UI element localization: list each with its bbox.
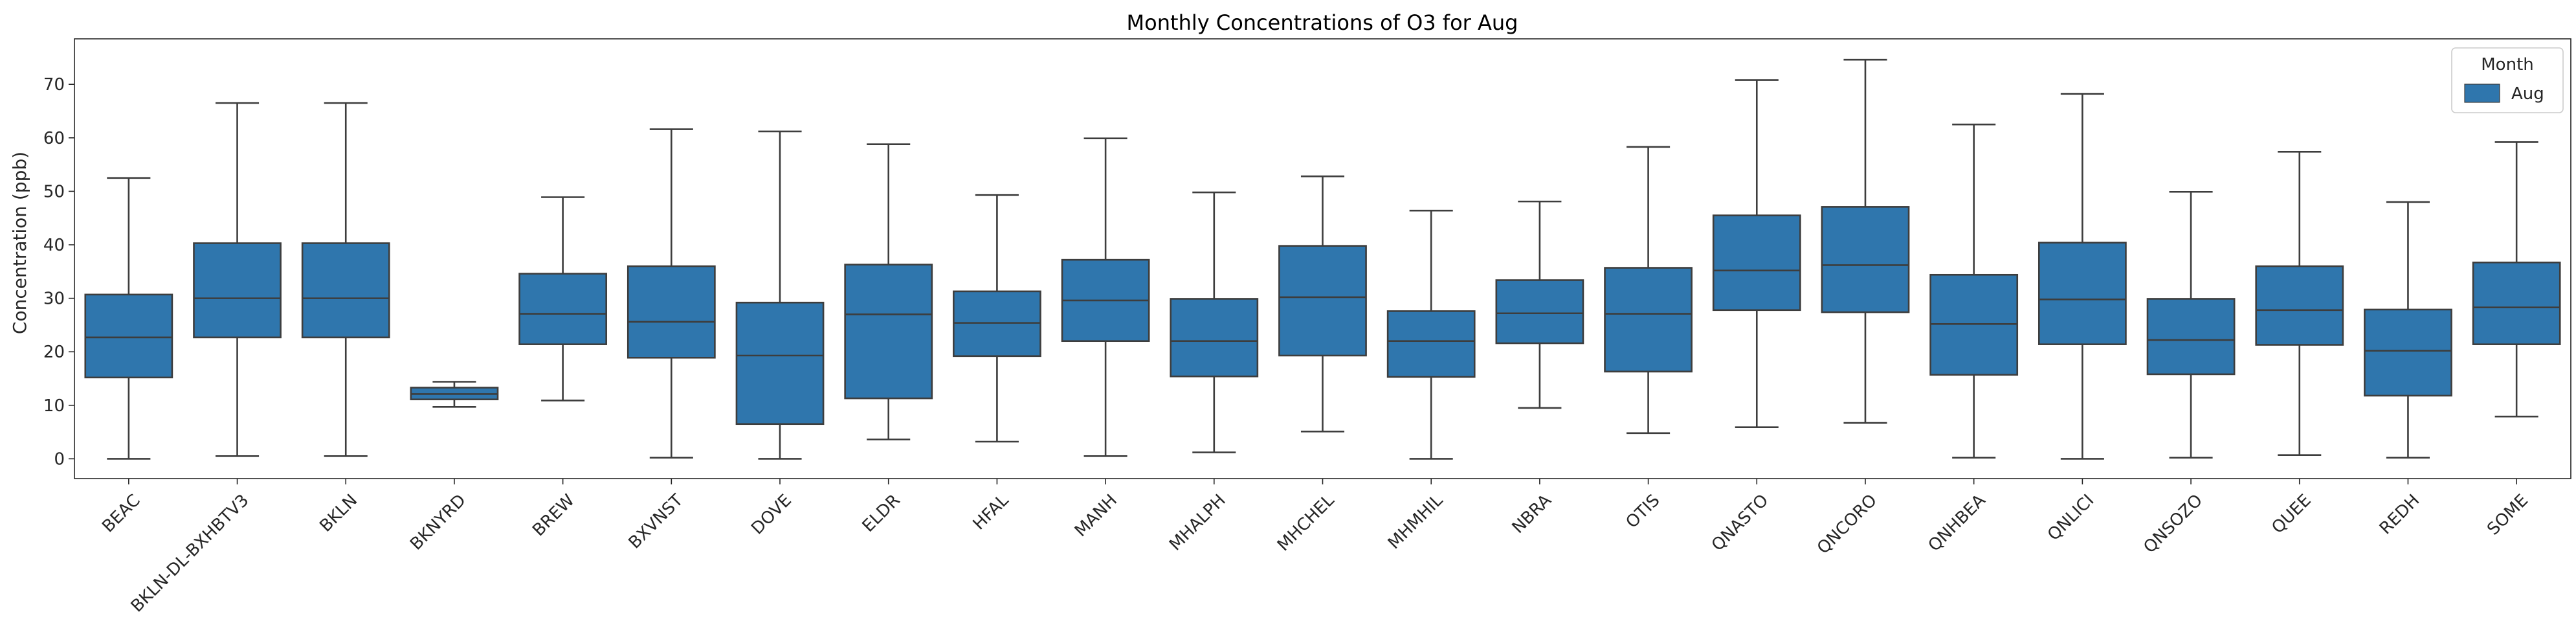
box-qnlici [2037,93,2127,460]
y-tick-label: 40 [43,236,65,255]
box-otis [1604,146,1693,435]
box-bxvnst [627,128,716,459]
legend-entry-aug: Aug [2511,84,2544,104]
box-iqr [2255,265,2344,346]
box-iqr [735,301,825,425]
box-some [2472,141,2561,418]
box-iqr [1386,310,1476,378]
legend-title: Month [2481,55,2534,74]
box-bkln-dl-bxhbtv3 [193,102,282,457]
box-iqr [1170,298,1259,378]
box-mhchel [1278,175,1367,433]
box-manh [1061,137,1150,457]
box-iqr [1712,214,1801,311]
legend-swatch-aug [2464,84,2500,103]
box-bknyrd [410,381,499,408]
box-iqr [1604,267,1693,373]
y-axis-label: Concentration (ppb) [9,152,30,334]
box-qnasto [1712,79,1801,429]
box-dove [735,130,825,460]
box-quee [2255,150,2344,456]
box-iqr [84,293,173,379]
legend: Month Aug [2451,47,2564,113]
y-tick-label: 70 [43,75,65,95]
y-tick-label: 20 [43,343,65,362]
box-iqr [193,242,282,339]
box-iqr [2472,261,2561,345]
plot-frame [74,38,2571,479]
y-tick-label: 30 [43,289,65,309]
box-iqr [844,264,933,400]
box-bkln [301,102,390,457]
box-eldr [844,143,933,440]
box-iqr [301,242,390,339]
box-iqr [2037,242,2127,345]
box-qnsozo [2146,190,2236,459]
box-iqr [1278,245,1367,357]
box-group [84,58,2561,460]
box-redh [2364,201,2452,459]
box-mhmhil [1386,209,1476,460]
box-beac [84,177,173,460]
box-iqr [518,273,608,345]
box-mhalph [1170,191,1259,453]
y-axis: 0 10 20 30 40 50 60 70 [43,75,74,469]
y-tick-label: 60 [43,129,65,148]
box-iqr [1495,279,1584,345]
y-tick-label: 0 [54,449,65,469]
box-nbra [1495,200,1584,409]
box-iqr [627,265,716,359]
box-iqr [2364,308,2452,397]
box-iqr [2146,298,2236,376]
box-hfal [953,194,1041,443]
y-tick-label: 10 [43,396,65,416]
box-brew [518,196,608,402]
box-qncoro [1821,58,1910,424]
box-iqr [1821,206,1910,313]
y-tick-label: 50 [43,182,65,201]
box-qnhbea [1929,123,2019,459]
chart-title: Monthly Concentrations of O3 for Aug [1127,10,1518,35]
